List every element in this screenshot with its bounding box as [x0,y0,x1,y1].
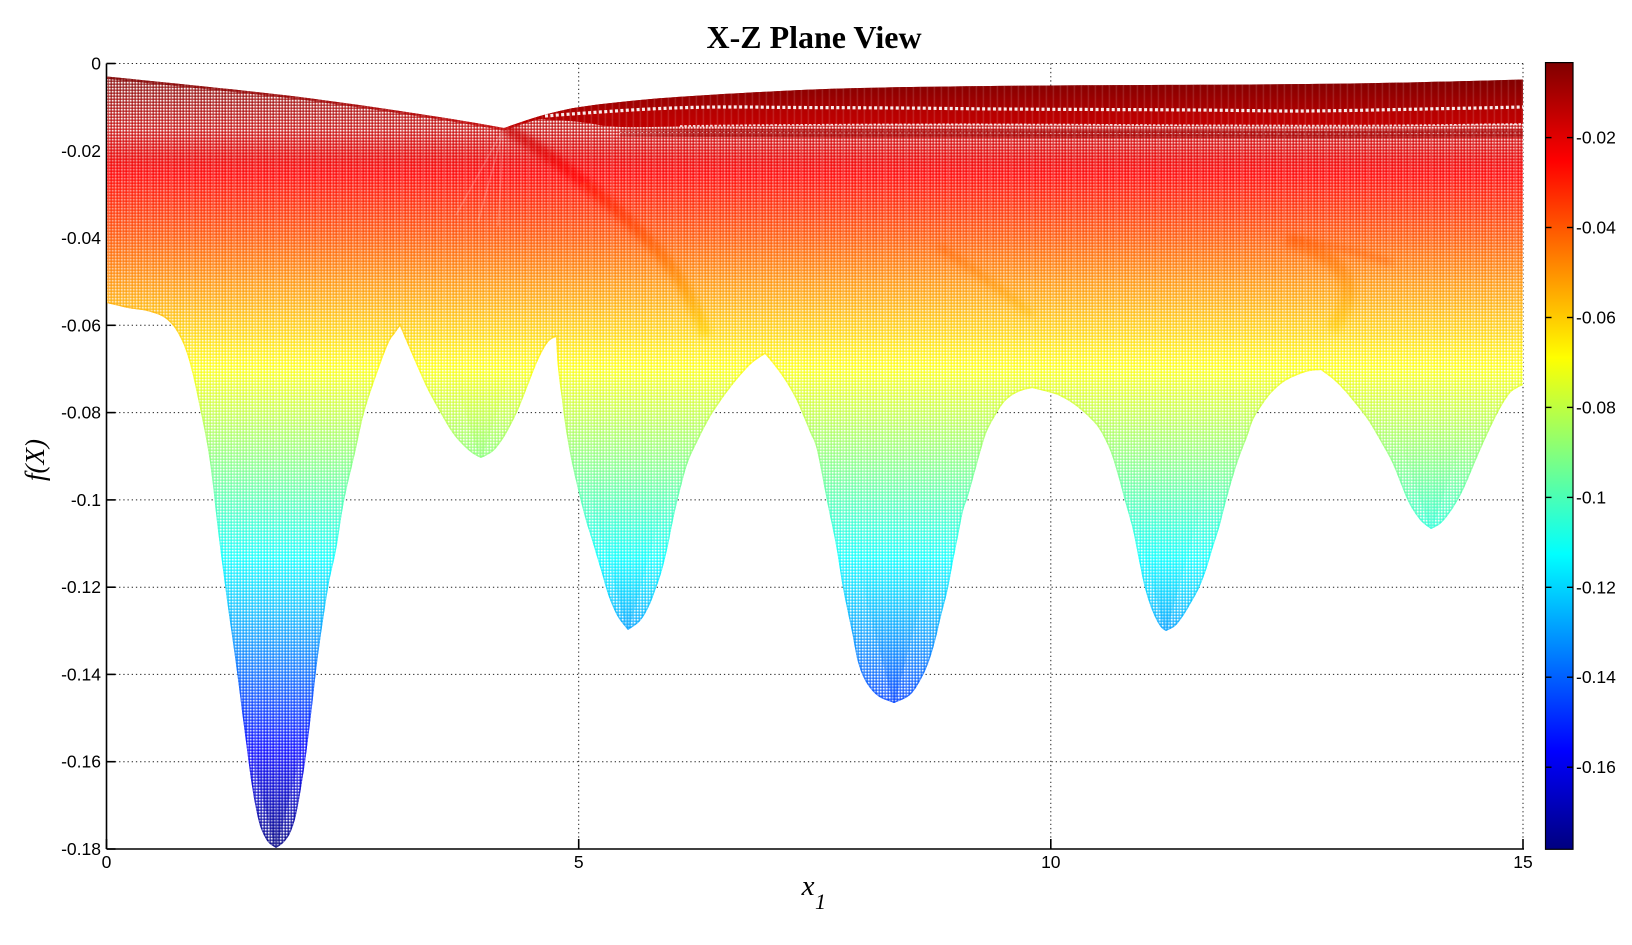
svg-text:1: 1 [815,889,826,914]
svg-text:-0.16: -0.16 [61,752,101,772]
svg-text:-0.1: -0.1 [1576,487,1606,507]
svg-text:-0.08: -0.08 [61,403,101,423]
svg-text:-0.12: -0.12 [1576,577,1616,597]
svg-text:-0.18: -0.18 [61,839,101,859]
svg-text:-0.14: -0.14 [1576,667,1616,687]
svg-text:-0.12: -0.12 [61,577,101,597]
svg-text:-0.06: -0.06 [61,315,101,335]
svg-text:-0.1: -0.1 [71,490,101,510]
svg-text:-0.04: -0.04 [1576,218,1616,238]
svg-text:-0.08: -0.08 [1576,397,1616,417]
svg-text:5: 5 [574,852,584,872]
svg-text:-0.04: -0.04 [61,228,101,248]
svg-text:0: 0 [91,54,101,74]
svg-text:-0.02: -0.02 [1576,128,1616,148]
svg-text:-0.16: -0.16 [1576,757,1616,777]
svg-text:10: 10 [1041,852,1061,872]
svg-text:15: 15 [1513,852,1532,872]
svg-text:X-Z Plane View: X-Z Plane View [706,19,921,55]
svg-text:-0.02: -0.02 [61,141,101,161]
svg-text:-0.14: -0.14 [61,664,101,684]
svg-text:x: x [801,870,815,902]
svg-text:-0.06: -0.06 [1576,308,1616,328]
svg-text:f(X): f(X) [20,439,50,481]
svg-text:0: 0 [102,852,112,872]
